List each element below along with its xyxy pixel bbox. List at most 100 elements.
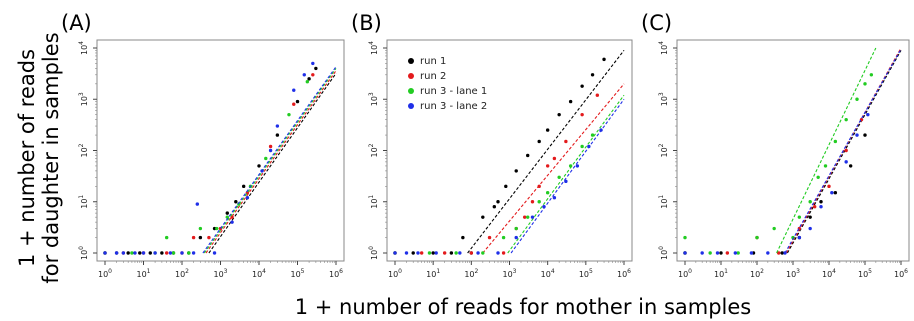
data-point-run2 xyxy=(164,251,169,255)
data-point-run3_lane2 xyxy=(195,202,200,206)
fit-line-run1 xyxy=(208,73,337,254)
panel-label: (C) xyxy=(641,11,672,35)
x-tick-label: 104 xyxy=(541,268,555,279)
data-point-run2 xyxy=(419,251,424,255)
data-point-run3_lane1 xyxy=(537,200,541,204)
data-point-run3_lane2 xyxy=(830,191,834,195)
data-point-run2 xyxy=(580,112,584,117)
data-point-run3_lane1 xyxy=(772,226,776,231)
fit-line-run1 xyxy=(467,50,625,254)
y-tick-label: 103 xyxy=(368,92,379,106)
panel-label: (A) xyxy=(61,11,92,35)
x-tick-label: 100 xyxy=(98,268,112,279)
data-point-run3_lane2 xyxy=(404,251,409,255)
data-point-run1 xyxy=(461,235,465,240)
data-point-run2 xyxy=(844,148,848,153)
y-axis-label-line-1: 1 + number of reads xyxy=(15,49,39,267)
data-point-run3_lane2 xyxy=(564,179,568,184)
data-point-run1 xyxy=(198,235,203,240)
legend-label-run3_lane1: run 3 - lane 1 xyxy=(420,86,487,97)
x-tick-label: 106 xyxy=(894,268,908,279)
data-point-run3_lane2 xyxy=(268,148,273,153)
data-point-run1 xyxy=(545,128,550,132)
data-point-run1 xyxy=(514,169,518,173)
data-point-run3_lane2 xyxy=(819,205,823,209)
data-point-run3_lane2 xyxy=(783,251,787,255)
y-tick-label: 101 xyxy=(658,195,669,209)
data-point-run1 xyxy=(307,77,311,81)
plot-frame xyxy=(676,39,910,262)
data-point-run3_lane1 xyxy=(287,112,291,117)
data-point-run2 xyxy=(776,251,781,255)
data-point-run3_lane2 xyxy=(121,251,126,255)
data-point-run2 xyxy=(827,184,831,189)
x-tick-label: 103 xyxy=(502,268,516,279)
data-point-run1 xyxy=(833,191,838,195)
data-point-run3_lane1 xyxy=(481,251,485,255)
data-point-run1 xyxy=(863,133,867,137)
panel-2: (C) 100 101 102 103 104 105 106 100 101 102 103 104 xyxy=(641,11,910,279)
data-point-run2 xyxy=(487,235,492,240)
data-point-run1 xyxy=(492,205,497,209)
plot-area xyxy=(393,50,625,255)
data-point-run2 xyxy=(812,205,817,209)
y-tick-label: 102 xyxy=(658,143,669,157)
data-point-run3_lane2 xyxy=(180,251,184,255)
data-point-run2 xyxy=(501,251,506,255)
fit-line-run3_lane1 xyxy=(507,94,625,254)
data-point-run1 xyxy=(160,251,164,255)
data-point-run2 xyxy=(552,156,557,161)
data-point-run1 xyxy=(138,251,142,255)
data-point-run1 xyxy=(295,99,300,104)
data-point-run3_lane1 xyxy=(833,139,838,144)
y-tick-label: 102 xyxy=(368,143,379,157)
y-tick-label: 103 xyxy=(78,92,89,106)
data-point-run3_lane2 xyxy=(552,195,557,200)
legend-marker-run3_lane2 xyxy=(408,103,414,109)
data-point-run2 xyxy=(268,144,273,149)
x-tick-label: 105 xyxy=(858,268,872,279)
data-point-run3_lane1 xyxy=(171,251,176,255)
fit-line-run3_lane2 xyxy=(202,66,337,254)
data-point-run3_lane2 xyxy=(212,251,217,255)
data-point-run3_lane2 xyxy=(599,128,603,132)
data-point-run1 xyxy=(780,251,784,255)
data-point-run1 xyxy=(225,211,229,215)
x-tick-label: 101 xyxy=(714,268,728,279)
data-point-run1 xyxy=(808,215,812,219)
data-point-run3_lane2 xyxy=(311,61,315,66)
data-point-run3_lane2 xyxy=(230,220,234,224)
panel-1: (B) 100 101 102 103 104 105 106 100 101 102 103 104 r… xyxy=(351,11,633,279)
data-point-run1 xyxy=(819,200,823,204)
data-point-run3_lane1 xyxy=(755,235,759,240)
x-tick-label: 100 xyxy=(678,268,692,279)
y-axis-label-line-2: for daughter in samples xyxy=(39,32,63,283)
data-point-run2 xyxy=(230,215,234,219)
data-point-run3_lane2 xyxy=(749,251,754,255)
data-point-run3_lane1 xyxy=(305,80,310,84)
data-point-run3_lane1 xyxy=(683,235,687,240)
data-point-run3_lane2 xyxy=(542,205,546,209)
plot-area xyxy=(683,47,902,255)
x-tick-label: 100 xyxy=(388,268,402,279)
data-point-run3_lane1 xyxy=(198,226,203,231)
data-point-run3_lane1 xyxy=(823,164,828,168)
fit-line-run3_lane1 xyxy=(776,47,877,254)
data-point-run3_lane2 xyxy=(141,251,146,255)
data-point-run3_lane2 xyxy=(797,235,802,240)
data-point-run3_lane2 xyxy=(434,251,438,255)
x-axis-label: 1 + number of reads for mother in sample… xyxy=(295,295,752,319)
data-point-run3_lane2 xyxy=(302,73,306,77)
x-tick-label: 102 xyxy=(464,268,478,279)
data-point-run3_lane2 xyxy=(114,251,119,255)
data-point-run3_lane1 xyxy=(545,191,550,195)
data-point-run3_lane1 xyxy=(590,133,595,137)
x-tick-label: 103 xyxy=(786,268,800,279)
x-tick-label: 106 xyxy=(329,268,343,279)
fit-line-run2 xyxy=(482,83,625,254)
data-point-run3_lane1 xyxy=(708,251,712,255)
data-point-run3_lane1 xyxy=(736,251,740,255)
data-point-run3_lane1 xyxy=(215,226,219,231)
data-point-run3_lane2 xyxy=(292,88,296,92)
x-tick-label: 103 xyxy=(213,268,227,279)
